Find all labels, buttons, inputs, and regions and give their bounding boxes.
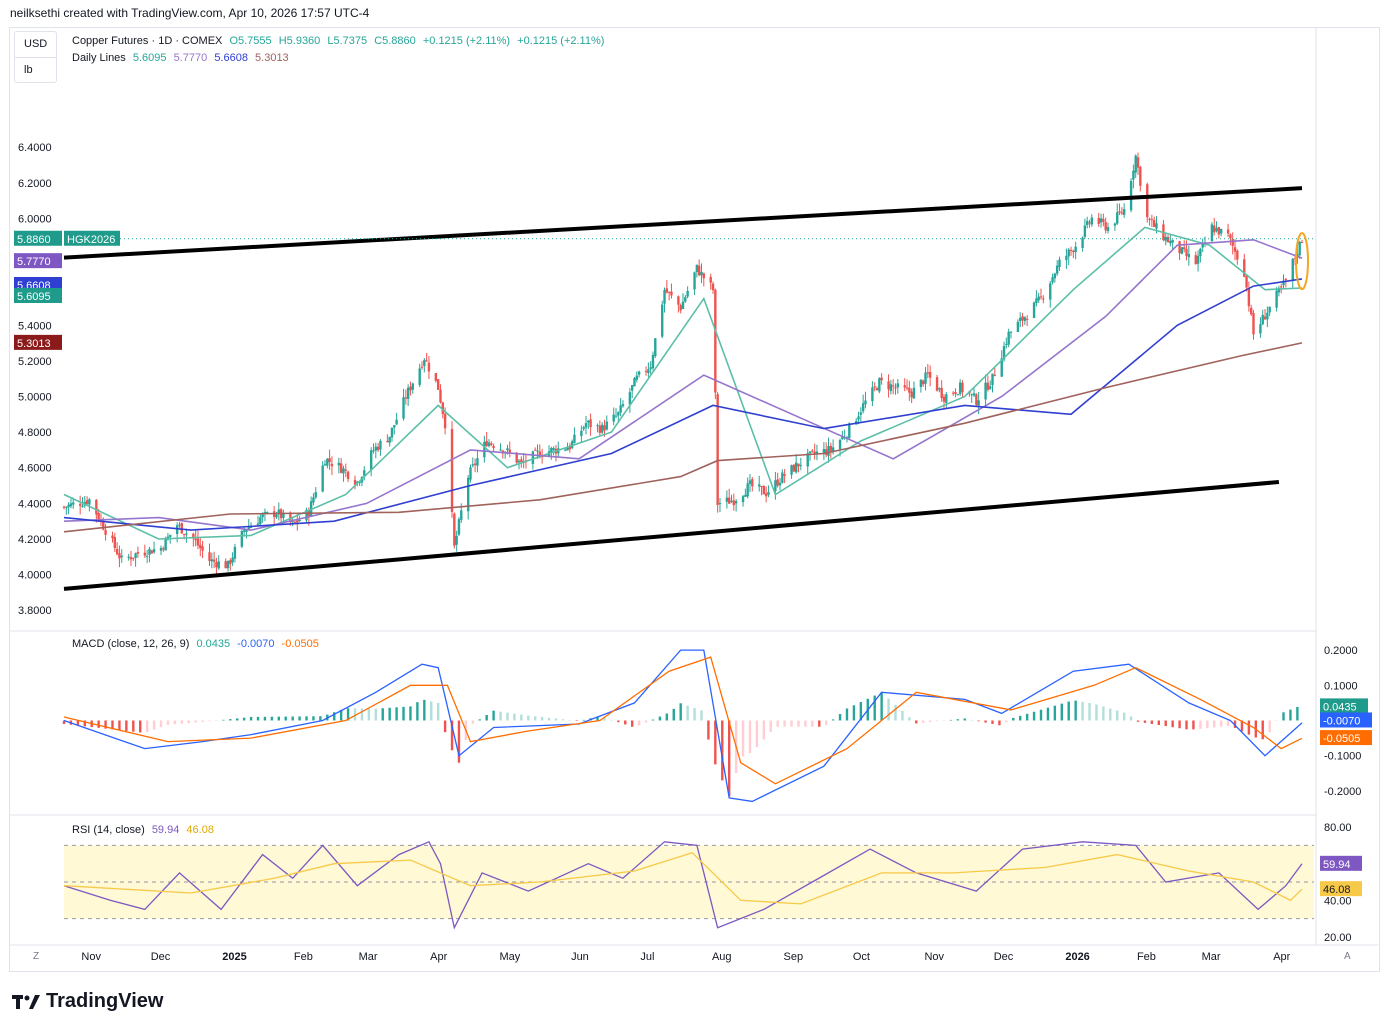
lines-label[interactable]: Daily Lines [72, 52, 126, 64]
measure-unit[interactable]: lb [24, 64, 33, 76]
footer-brand: TradingView [12, 990, 163, 1013]
legend-high: H5.9360 [278, 35, 321, 47]
currency-unit[interactable]: USD [15, 32, 56, 58]
rsi-legend: RSI (14, close) 59.94 46.08 [72, 824, 218, 836]
line-blue-value: 5.6608 [214, 52, 248, 64]
legend-close: C5.8860 [374, 35, 416, 47]
tradingview-logo-icon [12, 993, 40, 1011]
macd-label[interactable]: MACD (close, 12, 26, 9) [72, 638, 190, 650]
rsi-label[interactable]: RSI (14, close) [72, 824, 145, 836]
rsi-ma-value: 46.08 [186, 824, 214, 836]
macd-line-value: -0.0070 [237, 638, 275, 650]
symbol-title[interactable]: Copper Futures · 1D · COMEX [72, 35, 223, 47]
lines-legend: Daily Lines 5.6095 5.7770 5.6608 5.3013 [72, 52, 293, 64]
macd-hist-value: 0.0435 [196, 638, 231, 650]
legend-open: O5.7555 [229, 35, 272, 47]
line-brown-value: 5.3013 [255, 52, 289, 64]
unit-selector[interactable]: USD lb [14, 31, 57, 83]
legend-low: L5.7375 [327, 35, 368, 47]
zoom-left-button[interactable]: Z [33, 951, 40, 962]
brand-name: TradingView [46, 990, 164, 1012]
line-teal-value: 5.6095 [132, 52, 167, 64]
legend-change: +0.1215 (+2.11%) [422, 35, 511, 47]
rsi-value: 59.94 [151, 824, 180, 836]
chart-credit: neilksethi created with TradingView.com,… [10, 6, 370, 20]
line-purple-value: 5.7770 [173, 52, 208, 64]
macd-signal-value: -0.0505 [281, 638, 319, 650]
auto-scale-button[interactable]: A [1344, 951, 1351, 962]
symbol-legend: Copper Futures · 1D · COMEX O5.7555 H5.9… [72, 35, 608, 47]
macd-legend: MACD (close, 12, 26, 9) 0.0435 -0.0070 -… [72, 638, 323, 650]
legend-change-percent: +0.1215 (+2.11%) [517, 35, 605, 47]
